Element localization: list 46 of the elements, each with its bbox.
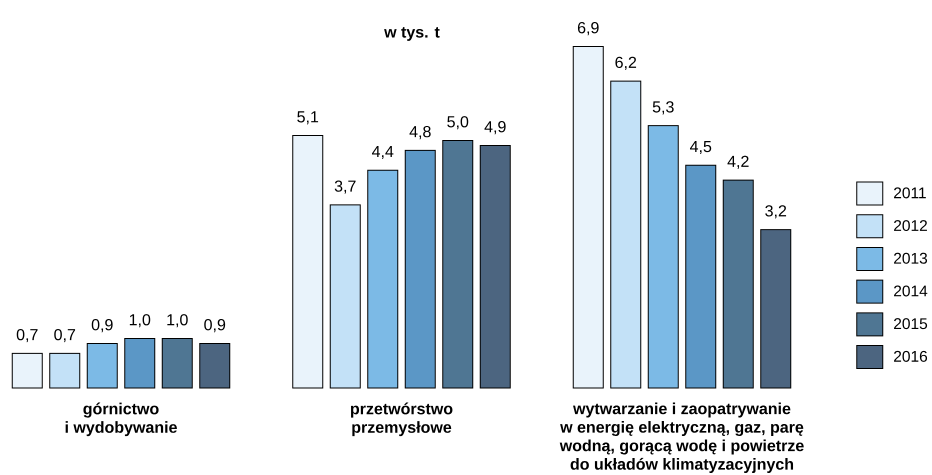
bar: [480, 144, 511, 388]
data-label: 1,0: [167, 314, 188, 328]
bar: [685, 164, 716, 388]
bar: [199, 342, 230, 388]
data-label: 6,2: [615, 56, 636, 70]
bar: [404, 150, 436, 388]
chart-title: w tys. t: [384, 27, 440, 41]
bar: [648, 125, 679, 388]
bar: [49, 352, 80, 388]
legend-label: 2012: [894, 220, 927, 232]
bar: [86, 342, 118, 388]
data-label: 0,7: [16, 328, 38, 342]
bar: [760, 229, 792, 388]
bar: [124, 338, 156, 388]
data-label: 5,0: [447, 116, 468, 130]
data-label: 0,7: [54, 328, 76, 342]
legend-label: 2016: [894, 350, 928, 362]
bar: [367, 170, 398, 388]
data-label: 0,9: [204, 319, 226, 332]
x-tick-label: górnictwo i wydobywanie: [66, 402, 177, 436]
data-label: 4,8: [409, 126, 431, 140]
data-label: 1,0: [130, 314, 150, 328]
bar: [722, 180, 754, 388]
data-label: 5,1: [297, 111, 318, 124]
bar: [292, 135, 324, 388]
legend-label: 2014: [894, 285, 928, 296]
data-label: 4,9: [484, 121, 506, 134]
bar: [162, 338, 193, 388]
data-label: 5,3: [652, 101, 674, 114]
data-label: 3,2: [765, 205, 786, 218]
x-tick-label: przetwórstwo przemysłowe: [350, 402, 452, 436]
bar: [330, 204, 361, 388]
legend-label: 2011: [894, 187, 926, 198]
data-label: 4,2: [727, 156, 749, 169]
data-label: 3,7: [334, 180, 356, 194]
data-label: 4,5: [690, 140, 712, 154]
bar: [572, 46, 604, 388]
bar: [610, 80, 642, 388]
bar: [12, 352, 43, 388]
data-label: 0,9: [92, 319, 113, 332]
legend-label: 2015: [894, 318, 928, 330]
data-label: 4,4: [372, 146, 394, 159]
bar: [442, 140, 474, 388]
legend-label: 2013: [894, 252, 928, 264]
x-tick-label: wytwarzanie i zaopatrywanie w energię elektryczną, gaz, parę wodną, gorącą wodę i powietrze do układów klimatyzacyjnych: [560, 402, 804, 473]
data-label: 6,9: [578, 22, 599, 36]
